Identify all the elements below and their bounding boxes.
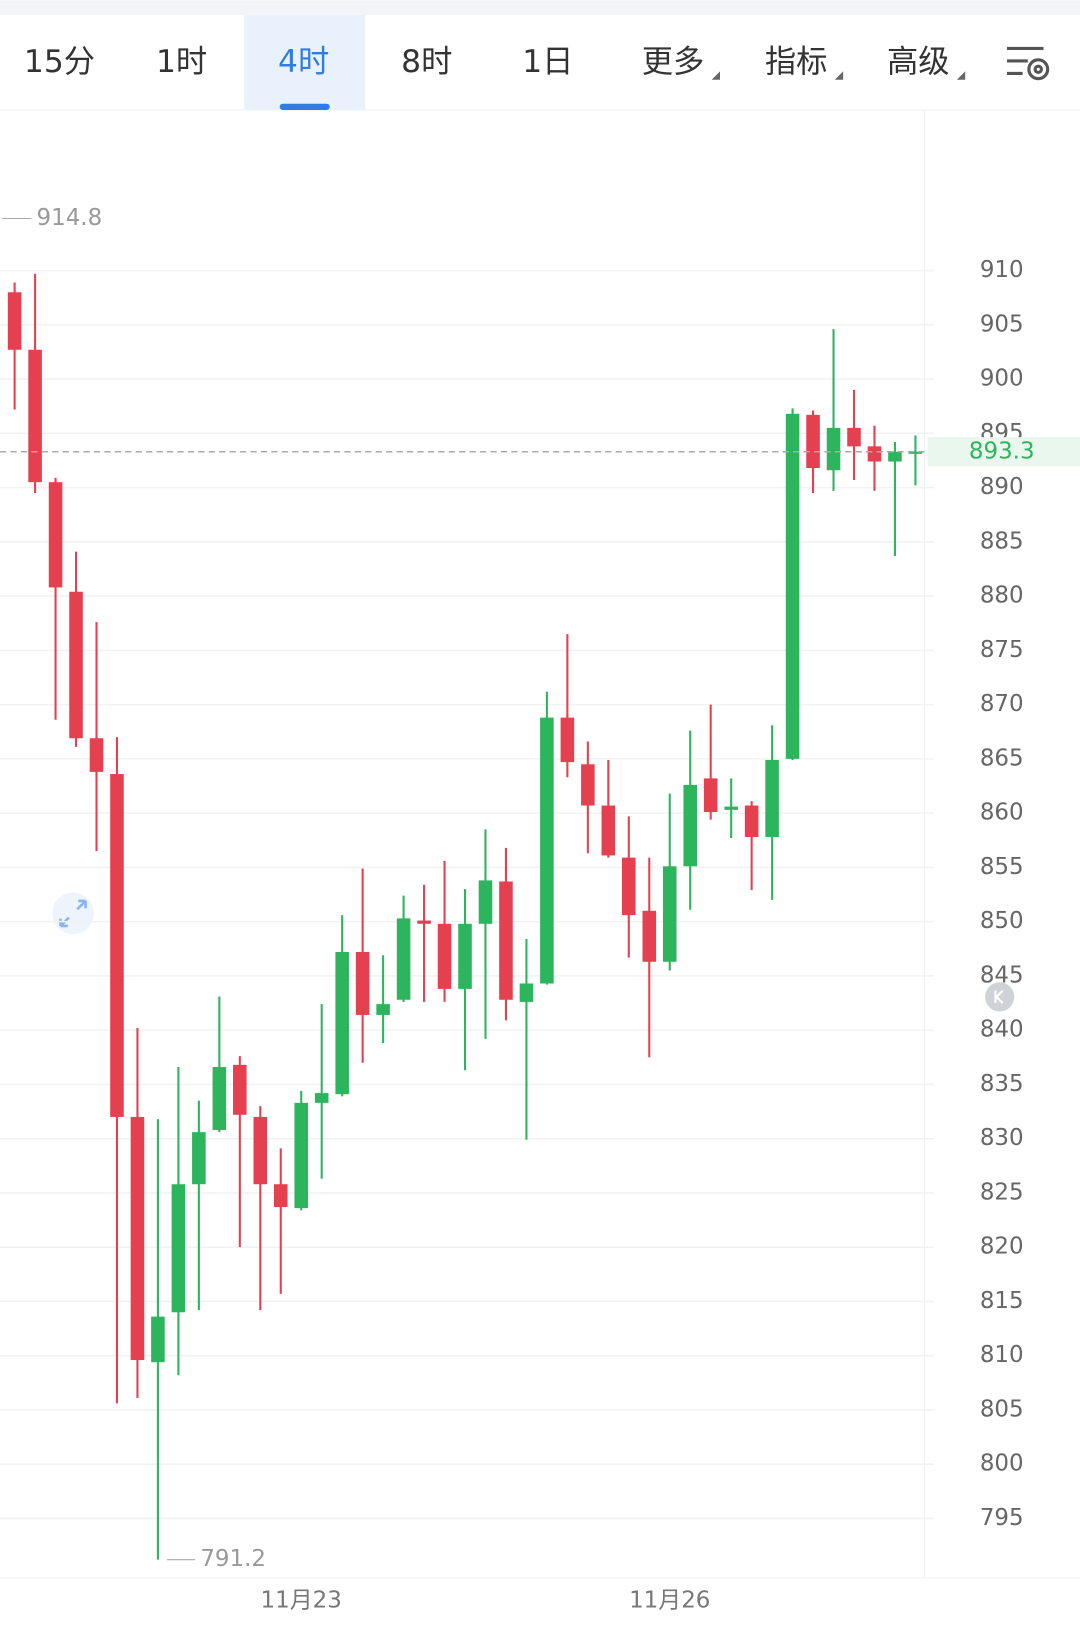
candle-body	[110, 774, 124, 1117]
y-tick-label: 890	[980, 474, 1024, 500]
candle-body	[703, 778, 718, 813]
candle-body	[581, 764, 595, 806]
candle-body	[724, 806, 738, 810]
candle-body	[89, 738, 104, 772]
tab[interactable]: 指标	[765, 44, 828, 80]
candle-body	[601, 805, 616, 856]
candle-body	[806, 414, 820, 469]
y-tick-label: 795	[980, 1505, 1024, 1531]
last-price-bg	[927, 437, 1080, 467]
settings-icon[interactable]	[1006, 46, 1050, 81]
y-tick-label: 820	[980, 1234, 1024, 1260]
y-tick-label: 810	[980, 1342, 1024, 1368]
candle-body	[314, 1093, 329, 1103]
candle-body	[212, 1067, 227, 1130]
candle-body	[519, 983, 534, 1002]
y-tick-label: 835	[980, 1071, 1024, 1097]
candle-body	[642, 910, 657, 962]
y-tick-label: 900	[980, 366, 1024, 392]
active-tab-bg	[244, 15, 366, 110]
y-tick-label: 850	[980, 908, 1024, 934]
dropdown-triangle	[834, 71, 844, 80]
tab-bar	[0, 15, 1080, 110]
tab[interactable]: 8时	[401, 44, 452, 80]
y-tick-label: 860	[980, 800, 1024, 826]
candle-body	[826, 427, 841, 471]
last-price-label: 893.3	[969, 438, 1035, 464]
y-tick-label: 855	[980, 854, 1024, 880]
active-tab-indicator	[279, 103, 330, 110]
candle-body	[560, 717, 575, 763]
candle-body	[908, 451, 923, 454]
candle-body	[28, 349, 42, 483]
candle-body	[458, 923, 472, 989]
candle-body	[396, 918, 411, 1000]
candle-body	[171, 1184, 186, 1313]
y-tick-label: 840	[980, 1017, 1024, 1043]
tab[interactable]: 更多	[642, 44, 705, 80]
candle-body	[478, 880, 493, 924]
candle-body	[355, 952, 370, 1015]
candle-body	[233, 1064, 247, 1115]
y-tick-label: 905	[980, 311, 1024, 337]
candle-body	[499, 881, 513, 1000]
candle-body	[69, 591, 83, 739]
y-tick-label: 910	[980, 257, 1024, 283]
candle-body	[437, 923, 452, 989]
tab[interactable]: 1时	[156, 44, 207, 80]
candle-body	[273, 1184, 288, 1208]
scroll-back-button[interactable]	[985, 982, 1015, 1012]
candle-body	[662, 866, 677, 962]
tab[interactable]: 15分	[24, 44, 95, 80]
y-tick-label: 845	[980, 962, 1024, 988]
candle-body	[540, 717, 554, 984]
y-tick-label: 885	[980, 528, 1024, 554]
high-marker-label: 914.8	[37, 205, 103, 231]
y-tick-label: 825	[980, 1179, 1024, 1205]
dropdown-triangle	[956, 71, 966, 80]
candle-body	[744, 805, 759, 837]
tab[interactable]: 高级	[887, 44, 950, 80]
tab[interactable]: 1日	[522, 44, 573, 80]
low-marker-label: 791.2	[200, 1546, 266, 1572]
x-tick-label: 11月26	[629, 1588, 710, 1614]
candle-body	[785, 413, 800, 759]
y-tick-label: 800	[980, 1451, 1024, 1477]
x-tick-label: 11月23	[261, 1588, 342, 1614]
expand-button[interactable]	[52, 892, 94, 935]
candle-body	[622, 857, 636, 916]
y-tick-label: 805	[980, 1396, 1024, 1422]
candle-body	[417, 920, 431, 924]
candle-body	[48, 482, 63, 588]
candle-body	[847, 427, 861, 447]
y-tick-label: 880	[980, 583, 1024, 609]
candle-body	[151, 1316, 165, 1363]
y-tick-label: 875	[980, 637, 1024, 663]
candle-body	[765, 759, 779, 837]
candle-body	[376, 1004, 390, 1015]
y-tick-label: 865	[980, 745, 1024, 771]
y-tick-label: 830	[980, 1125, 1024, 1151]
candle-body	[7, 292, 22, 350]
candle-body	[253, 1116, 268, 1185]
candle-body	[683, 784, 698, 867]
candle-body	[867, 446, 882, 462]
candle-body	[130, 1116, 145, 1361]
status-strip	[0, 0, 1080, 16]
candle-body	[888, 451, 902, 462]
candle-body	[335, 952, 349, 1095]
y-tick-label: 815	[980, 1288, 1024, 1314]
y-tick-label: 870	[980, 691, 1024, 717]
tab[interactable]: 4时	[278, 44, 329, 80]
candle-body	[192, 1132, 206, 1185]
candle-body	[294, 1102, 309, 1209]
